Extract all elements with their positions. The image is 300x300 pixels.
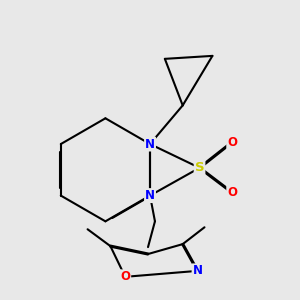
Text: O: O [120, 270, 130, 283]
Text: N: N [193, 264, 202, 278]
Text: N: N [145, 138, 155, 151]
Text: O: O [227, 136, 237, 148]
Text: S: S [195, 161, 204, 174]
Text: N: N [145, 189, 155, 202]
Text: O: O [227, 186, 237, 199]
